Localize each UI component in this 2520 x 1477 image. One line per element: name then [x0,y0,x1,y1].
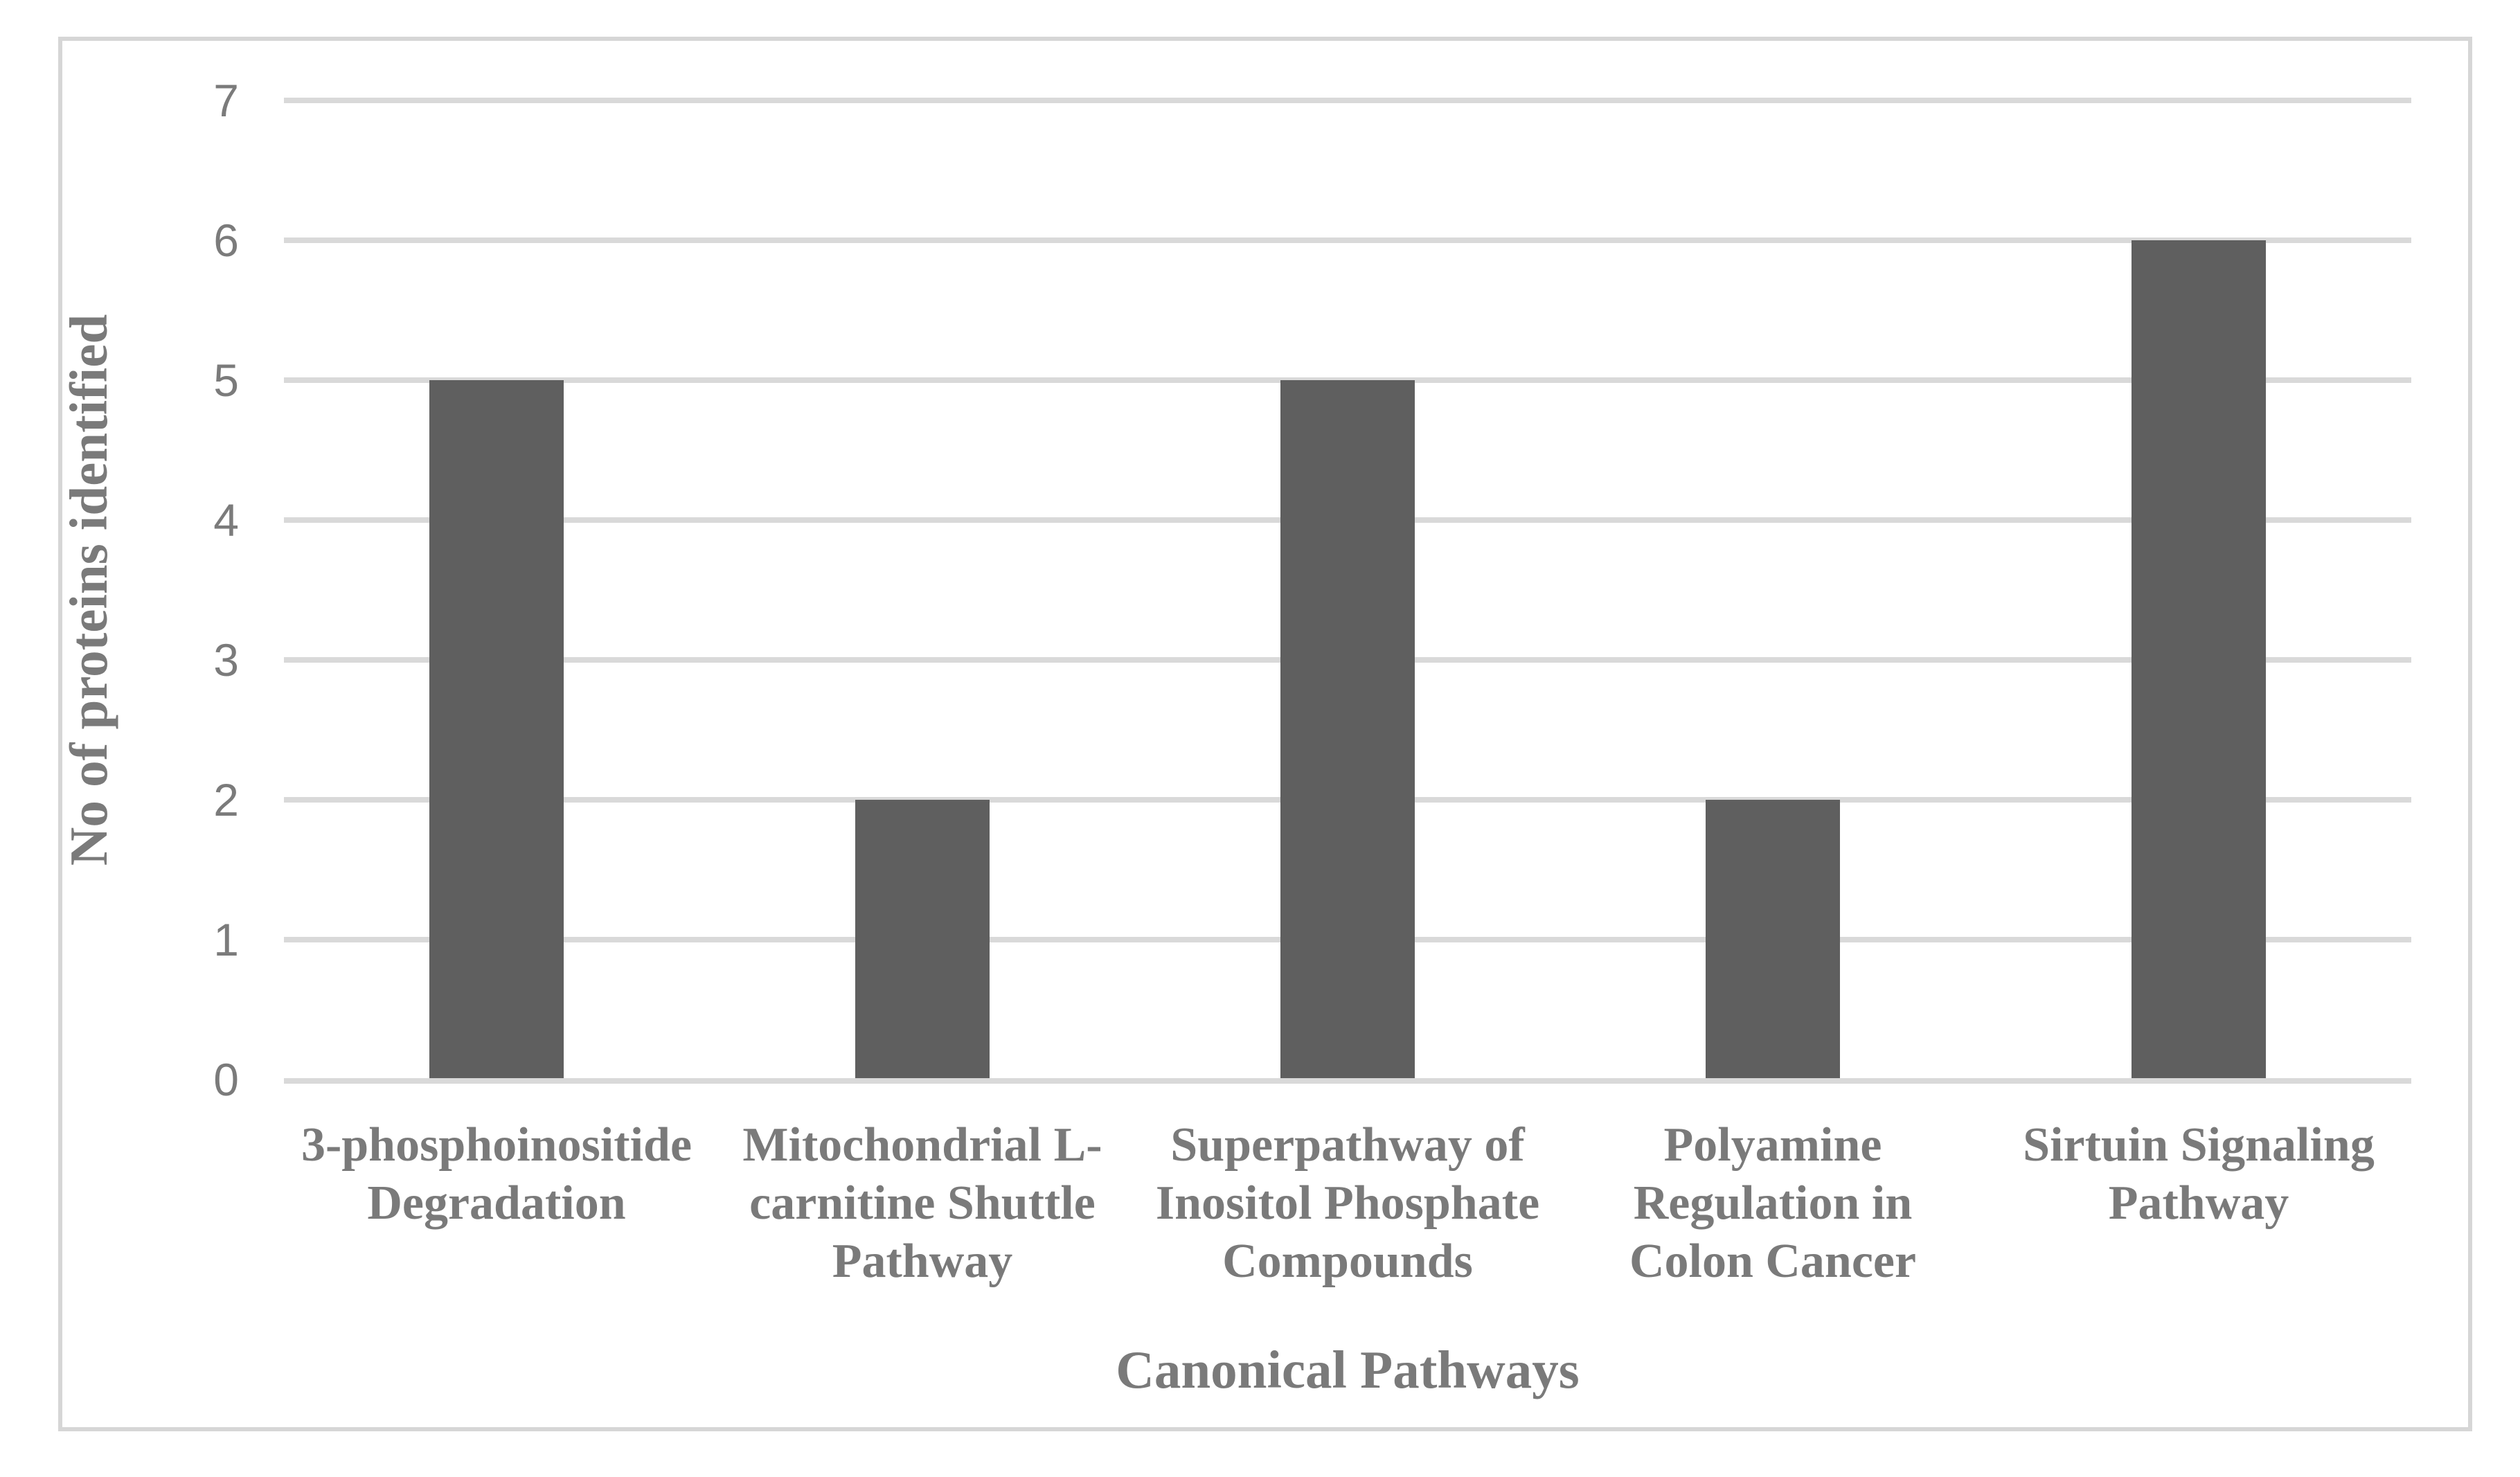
x-axis-line [284,1078,2411,1084]
gridline [284,98,2411,103]
bar [855,800,990,1080]
bar-category-label: 3-phosphoinositide Degradation [301,1118,692,1230]
bar-category-label: Mitochondrial L- carnitine Shuttle Pathw… [742,1118,1102,1288]
x-axis-title: Canonical Pathways [1116,1340,1580,1399]
y-tick-label: 7 [213,75,239,126]
bar [2132,240,2266,1080]
bar [429,380,564,1080]
y-axis-title: No of proteins identified [59,314,118,866]
bar-category-label: Superpathway of Inositol Phosphate Compo… [1155,1118,1540,1288]
bar-category-label: Polyamine Regulation in Colon Cancer [1629,1118,1917,1288]
y-tick-label: 2 [213,774,239,825]
y-tick-label: 4 [213,494,239,546]
y-tick-label: 5 [213,355,239,406]
bar [1706,800,1840,1080]
y-tick-label: 3 [213,634,239,686]
gridline [284,238,2411,243]
bar-category-label: Sirtuin Signaling Pathway [2023,1118,2375,1230]
y-tick-label: 0 [213,1054,239,1105]
y-tick-label: 6 [213,215,239,266]
y-tick-label: 1 [213,914,239,965]
bar [1280,380,1415,1080]
